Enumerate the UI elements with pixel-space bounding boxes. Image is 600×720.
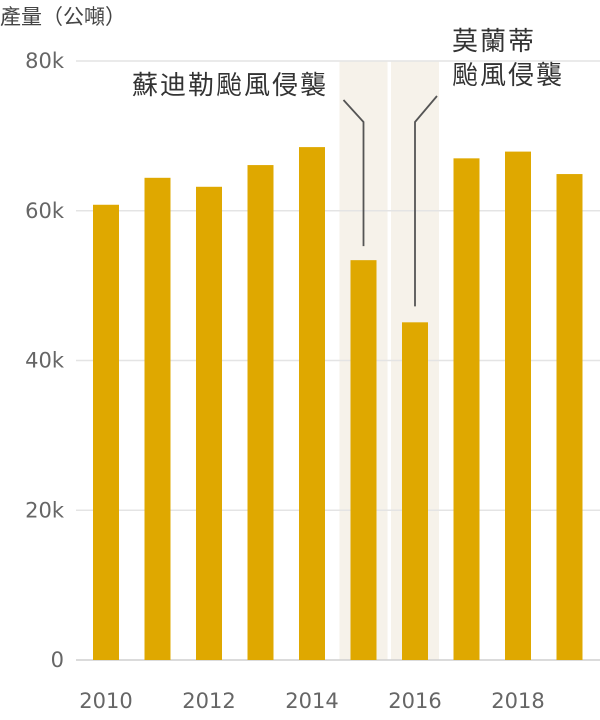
bar-2011	[144, 177, 171, 660]
bar-2015	[350, 260, 377, 660]
y-tick-label: 40k	[25, 349, 65, 373]
annotation-leaders	[342, 95, 438, 307]
y-tick-label: 0	[51, 648, 64, 672]
x-tick-label: 2016	[388, 689, 441, 713]
bar-2019	[556, 174, 583, 660]
leader-line-2016	[414, 95, 438, 307]
x-axis-ticks: 2010 2012 2014 2016 2018	[79, 689, 544, 713]
leader-line-2015	[342, 99, 365, 247]
bar-2016	[402, 322, 428, 660]
annotation-2015: 蘇迪勒颱風侵襲	[132, 71, 328, 101]
bar-2014	[299, 147, 325, 660]
y-axis-ticks: 0 20k 40k 60k 80k	[25, 49, 65, 672]
bar-2018	[505, 151, 531, 660]
y-axis-label: 產量（公噸）	[0, 5, 126, 29]
y-tick-label: 60k	[25, 199, 65, 223]
annotation-2016-line: 莫蘭蒂	[452, 27, 536, 57]
bars	[93, 147, 583, 661]
y-tick-label: 80k	[25, 49, 65, 73]
x-tick-label: 2010	[79, 689, 132, 713]
annotation-2016-line: 颱風侵襲	[452, 61, 564, 91]
x-tick-label: 2014	[285, 689, 338, 713]
bar-2017	[453, 158, 480, 660]
bar-2010	[93, 204, 119, 660]
x-tick-label: 2018	[491, 689, 544, 713]
bar-2012	[196, 186, 222, 661]
bar-2013	[247, 165, 274, 661]
y-tick-label: 20k	[25, 498, 65, 522]
x-tick-label: 2012	[182, 689, 235, 713]
